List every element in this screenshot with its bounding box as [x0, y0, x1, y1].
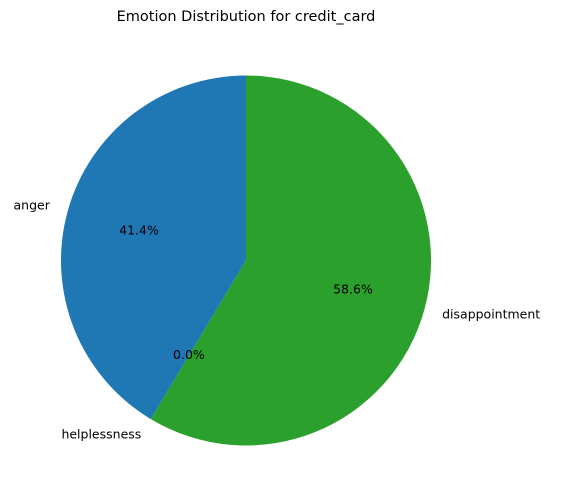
pie-slices — [61, 75, 432, 446]
chart-title: Emotion Distribution for credit_card — [117, 9, 376, 25]
percent-label-helplessness: 0.0% — [173, 347, 205, 362]
slice-label-anger: anger — [14, 198, 51, 213]
slice-label-disappointment: disappointment — [442, 306, 540, 321]
percent-label-disappointment: 58.6% — [333, 282, 373, 297]
pie-slice-anger — [61, 75, 246, 420]
slice-label-helplessness: helplessness — [61, 427, 141, 442]
pie-slice-disappointment — [150, 75, 432, 446]
pie-labels: anger 41.4% helplessness 0.0% disappointment… — [14, 198, 541, 442]
percent-label-anger: 41.4% — [119, 222, 159, 237]
